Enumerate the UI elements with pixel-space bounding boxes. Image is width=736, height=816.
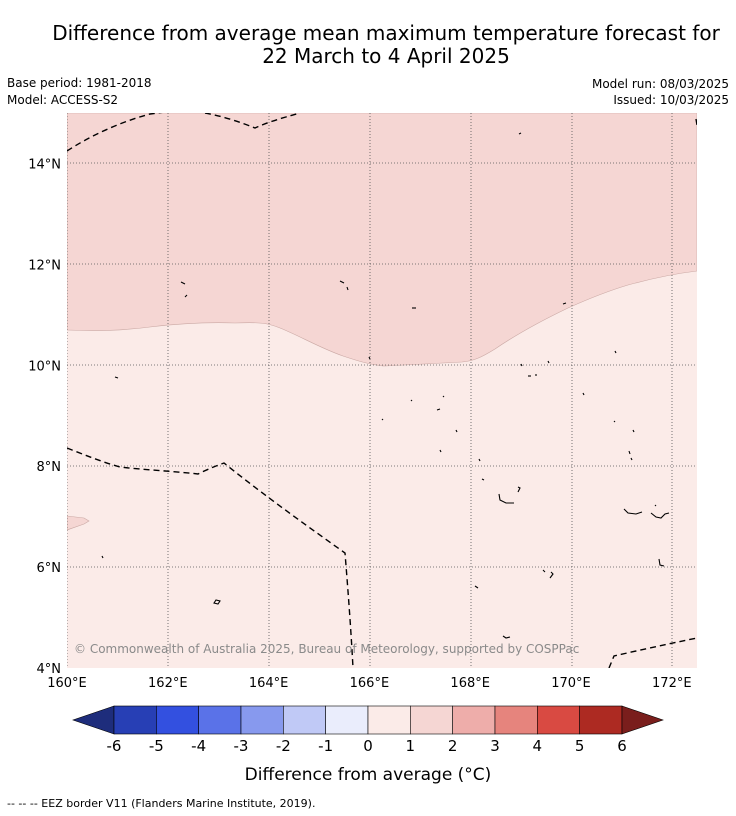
colorbar-tick-label: 3 bbox=[490, 737, 500, 755]
colorbar-box bbox=[367, 705, 411, 735]
legend-title: Difference from average (°C) bbox=[245, 765, 492, 785]
base-period: Base period: 1981-2018 bbox=[7, 76, 152, 90]
title-line-2: 22 March to 4 April 2025 bbox=[262, 44, 510, 68]
model-run: Model run: 08/03/2025 bbox=[591, 77, 729, 91]
lon-tick-label: 162°E bbox=[148, 676, 188, 691]
colorbar-box bbox=[579, 705, 623, 735]
colorbar-box bbox=[325, 705, 369, 735]
lat-tick-label: 8°N bbox=[37, 460, 62, 475]
anomaly-zone-1-2 bbox=[67, 113, 697, 367]
colorbar-extend-low bbox=[72, 705, 115, 735]
colorbar-box bbox=[283, 705, 326, 735]
model-name: Model: ACCESS-S2 bbox=[7, 93, 119, 107]
colorbar-tick-label: 1 bbox=[406, 737, 416, 755]
lat-tick-label: 6°N bbox=[37, 561, 62, 576]
colorbar-box bbox=[198, 705, 242, 735]
colorbar-box bbox=[156, 705, 199, 735]
title-line-1: Difference from average mean maximum tem… bbox=[52, 21, 720, 45]
lon-tick-label: 168°E bbox=[450, 676, 490, 691]
colorbar-tick-label: -6 bbox=[107, 737, 122, 755]
lon-tick-label: 164°E bbox=[249, 676, 289, 691]
colorbar-box bbox=[240, 705, 284, 735]
colorbar-box bbox=[113, 705, 157, 735]
lat-tick-label: 4°N bbox=[37, 662, 62, 677]
colorbar-tick-label: -3 bbox=[234, 737, 249, 755]
colorbar-tick-label: -1 bbox=[318, 737, 333, 755]
lat-tick-label: 14°N bbox=[28, 157, 61, 172]
lon-tick-label: 166°E bbox=[350, 676, 390, 691]
eez-borders bbox=[67, 113, 697, 668]
latitude-ticks: 4°N 6°N 8°N 10°N 12°N 14°N bbox=[28, 157, 61, 677]
colorbar-tick-label: 0 bbox=[363, 737, 373, 755]
anomaly-zone-1-2-small bbox=[67, 515, 90, 531]
lon-tick-label: 170°E bbox=[551, 676, 591, 691]
colorbar-tick-label: -5 bbox=[149, 737, 164, 755]
colorbar-box bbox=[452, 705, 496, 735]
colorbar-tick-labels: -6 -5 -4 -3 -2 -1 0 1 2 3 4 5 6 bbox=[107, 737, 627, 755]
islands bbox=[101, 132, 670, 639]
longitude-ticks: 160°E 162°E 164°E 166°E 168°E 170°E 172°E bbox=[47, 676, 691, 691]
colorbar-tick-label: 5 bbox=[575, 737, 585, 755]
colorbar-tick-label: -2 bbox=[276, 737, 291, 755]
colorbar-box bbox=[494, 705, 538, 735]
lon-tick-label: 172°E bbox=[652, 676, 692, 691]
colorbar-box bbox=[537, 705, 580, 735]
lon-tick-label: 160°E bbox=[47, 676, 87, 691]
colorbar-extend-high bbox=[621, 705, 664, 735]
lat-tick-label: 10°N bbox=[28, 359, 61, 374]
colorbar-tick-label: -4 bbox=[191, 737, 206, 755]
graticule bbox=[67, 113, 697, 668]
eez-footnote: -- -- -- EEZ border V11 (Flanders Marine… bbox=[7, 797, 316, 810]
colorbar-tick-label: 6 bbox=[617, 737, 627, 755]
colorbar-tick-label: 2 bbox=[448, 737, 458, 755]
copyright-notice: © Commonwealth of Australia 2025, Bureau… bbox=[74, 642, 579, 656]
anomaly-map: © Commonwealth of Australia 2025, Bureau… bbox=[28, 113, 697, 691]
colorbar-box bbox=[410, 705, 453, 735]
colorbar-boxes bbox=[72, 705, 664, 735]
issued-date: Issued: 10/03/2025 bbox=[613, 93, 729, 107]
lat-tick-label: 12°N bbox=[28, 258, 61, 273]
colorbar-tick-label: 4 bbox=[533, 737, 543, 755]
chart-title: Difference from average mean maximum tem… bbox=[0, 22, 736, 68]
